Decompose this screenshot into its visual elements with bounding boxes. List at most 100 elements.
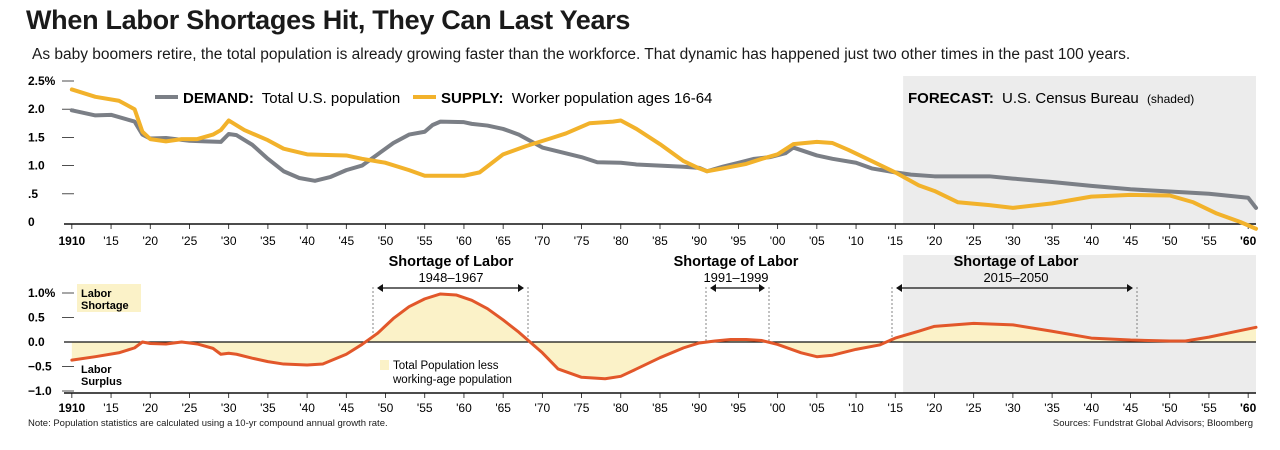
bottom-x-tick-label: '60 — [1240, 401, 1257, 415]
bottom-x-tick-label: '70 — [535, 401, 551, 415]
top-x-tick-label: '55 — [417, 234, 433, 248]
bottom-x-tick-label: '20 — [142, 401, 158, 415]
top-x-tick-label: '40 — [299, 234, 315, 248]
period-2-arrowheads — [710, 284, 765, 292]
top-y-tick-label: 1.0 — [28, 159, 45, 173]
bottom-x-tick-label: '55 — [417, 401, 433, 415]
top-y-tick-label: 1.5 — [28, 130, 45, 144]
top-x-tick-label: '60 — [1240, 234, 1257, 248]
bottom-x-tick-label: '45 — [1123, 401, 1139, 415]
legend: DEMAND: Total U.S. population SUPPLY: Wo… — [155, 90, 1194, 107]
top-x-tick-label: '70 — [535, 234, 551, 248]
top-x-tick-label: '45 — [338, 234, 354, 248]
top-y-tick-label: 0 — [28, 215, 35, 229]
shortage-label-1: Labor — [81, 288, 112, 300]
bottom-y-tick-label: 0.0 — [28, 335, 45, 349]
legend-supply: SUPPLY: Worker population ages 16-64 — [441, 90, 712, 107]
top-x-tick-label: '15 — [103, 234, 119, 248]
bottom-x-tick-label: '30 — [1005, 401, 1021, 415]
top-x-tick-label: '25 — [182, 234, 198, 248]
top-y-tick-label: 2.5% — [28, 74, 56, 88]
period-2-range: 1991–1999 — [703, 270, 768, 285]
bottom-x-tick-label: '40 — [299, 401, 315, 415]
gap-area-fill — [71, 293, 1257, 379]
bottom-x-tick-label: '15 — [103, 401, 119, 415]
legend-supply-bold: SUPPLY: — [441, 90, 504, 107]
bottom-x-tick-label: '05 — [809, 401, 825, 415]
bottom-x-tick-label: '80 — [613, 401, 629, 415]
bottom-x-tick-label: '25 — [182, 401, 198, 415]
top-x-tick-label: '10 — [848, 234, 864, 248]
bottom-x-tick-label: '90 — [691, 401, 707, 415]
bottom-y-tick-label: 0.5 — [28, 311, 45, 325]
top-x-tick-label: '90 — [691, 234, 707, 248]
bottom-y-tick-label: 1.0% — [28, 286, 56, 300]
surplus-label-2: Surplus — [81, 376, 122, 388]
top-x-tick-label: '45 — [1123, 234, 1139, 248]
bottom-x-tick-label: '65 — [495, 401, 511, 415]
shortage-label-bg — [77, 284, 141, 312]
period-1-range: 1948–1967 — [418, 270, 483, 285]
chart-subtitle: As baby boomers retire, the total popula… — [32, 46, 1131, 63]
shortage-label-2: Shortage — [81, 300, 129, 312]
supply-line — [69, 87, 1258, 231]
bottom-x-tick-label: '75 — [574, 401, 590, 415]
fill-legend-line2: working-age population — [392, 374, 512, 386]
legend-forecast-bold: FORECAST: — [908, 90, 994, 107]
top-chart: 2.5% 2.0 1.5 1.0 .5 0 1910 '15 '20 '25 '30 '35 '40 '4… — [28, 74, 1258, 248]
legend-forecast: FORECAST: U.S. Census Bureau (shaded) — [908, 90, 1194, 107]
top-x-tick-label: '15 — [887, 234, 903, 248]
top-x-tick-label: '20 — [927, 234, 943, 248]
top-x-tick-label: 1910 — [58, 234, 85, 248]
top-x-tick-label: '20 — [142, 234, 158, 248]
top-x-tick-label: '55 — [1201, 234, 1217, 248]
bottom-y-tick-label: −0.5 — [28, 360, 52, 374]
top-x-tick-label: '35 — [1044, 234, 1060, 248]
bottom-x-tick-label: '60 — [456, 401, 472, 415]
demand-line — [69, 108, 1258, 210]
bottom-x-tick-label: '10 — [848, 401, 864, 415]
top-x-tick-label: '95 — [731, 234, 747, 248]
fill-legend-line1: Total Population less — [393, 360, 499, 372]
sources: Sources: Fundstrat Global Advisors; Bloo… — [1052, 418, 1253, 429]
legend-supply-text: Worker population ages 16-64 — [512, 90, 713, 107]
bottom-x-tick-label: '15 — [887, 401, 903, 415]
top-x-tick-label: '80 — [613, 234, 629, 248]
shortage-periods: Shortage of Labor 1948–1967 Shortage of … — [372, 254, 1138, 342]
bottom-x-tick-label: '55 — [1201, 401, 1217, 415]
top-x-tick-label: '30 — [221, 234, 237, 248]
top-x-tick-label: '00 — [770, 234, 786, 248]
bottom-x-tick-label: '00 — [770, 401, 786, 415]
top-x-tick-label: '60 — [456, 234, 472, 248]
period-3-title: Shortage of Labor — [954, 254, 1079, 270]
period-3-range: 2015–2050 — [983, 270, 1048, 285]
bottom-x-tick-label: '95 — [731, 401, 747, 415]
top-x-tick-label: '40 — [1083, 234, 1099, 248]
bottom-x-tick-label: '30 — [221, 401, 237, 415]
bottom-y-tick-label: −1.0 — [28, 384, 52, 398]
bottom-x-tick-label: '85 — [652, 401, 668, 415]
top-y-tick-label: .5 — [28, 187, 38, 201]
top-x-tick-label: '05 — [809, 234, 825, 248]
bottom-x-tick-label: '50 — [1162, 401, 1178, 415]
top-y-tick-label: 2.0 — [28, 102, 45, 116]
surplus-label-1: Labor — [81, 364, 112, 376]
bottom-x-tick-label: 1910 — [58, 401, 85, 415]
legend-demand: DEMAND: Total U.S. population — [183, 90, 400, 107]
bottom-chart: 1.0% 0.5 0.0 −0.5 −1.0 1910 '15 '20 '25 '30 '35 '40… — [28, 286, 1258, 415]
fill-legend-swatch — [380, 360, 389, 370]
top-x-tick-label: '65 — [495, 234, 511, 248]
legend-demand-bold: DEMAND: — [183, 90, 254, 107]
bottom-x-tick-label: '25 — [966, 401, 982, 415]
bottom-x-tick-label: '40 — [1083, 401, 1099, 415]
gap-line — [70, 292, 1258, 381]
top-x-tick-label: '75 — [574, 234, 590, 248]
top-x-tick-label: '85 — [652, 234, 668, 248]
bottom-x-tick-label: '35 — [1044, 401, 1060, 415]
top-x-tick-label: '50 — [378, 234, 394, 248]
bottom-x-tick-label: '20 — [927, 401, 943, 415]
period-1-title: Shortage of Labor — [389, 254, 514, 270]
bottom-x-tick-label: '50 — [378, 401, 394, 415]
top-x-tick-label: '35 — [260, 234, 276, 248]
bottom-x-tick-label: '45 — [338, 401, 354, 415]
